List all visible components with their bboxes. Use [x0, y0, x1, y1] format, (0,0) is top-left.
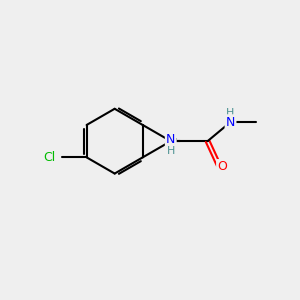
- Text: O: O: [218, 160, 227, 173]
- Text: H: H: [167, 146, 175, 156]
- Text: H: H: [226, 108, 234, 118]
- Text: Cl: Cl: [43, 151, 55, 164]
- Text: N: N: [226, 116, 235, 128]
- Text: N: N: [166, 133, 176, 146]
